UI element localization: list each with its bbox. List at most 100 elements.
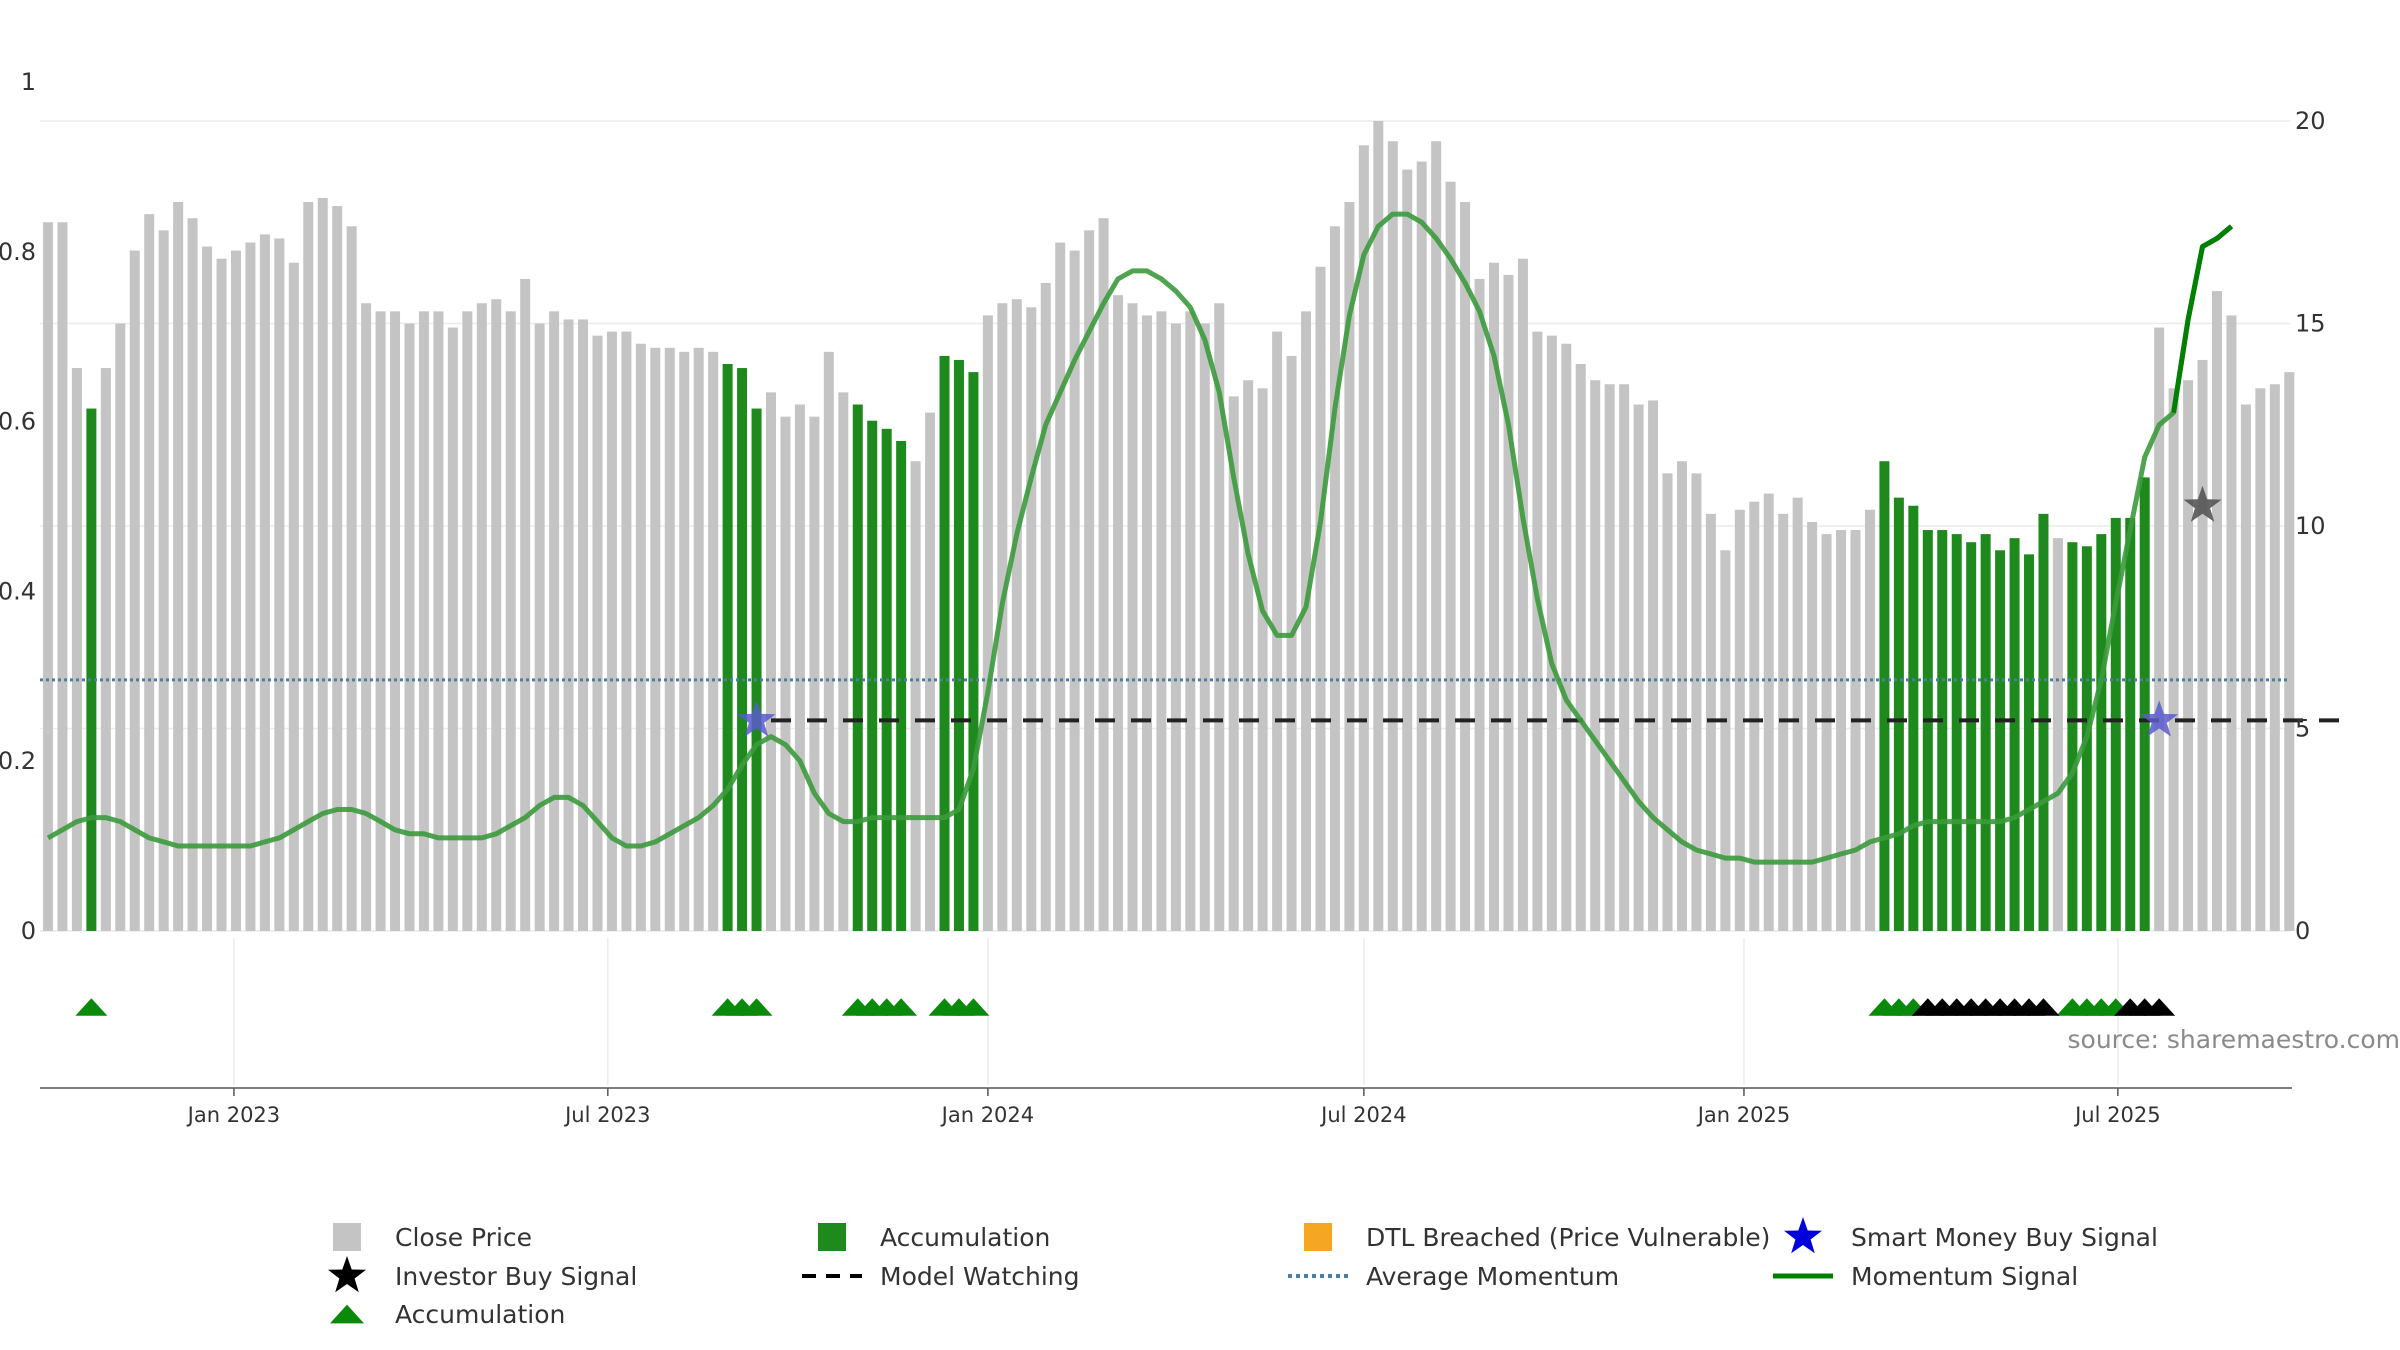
accumulation-bar bbox=[2024, 554, 2035, 931]
close-price-bar bbox=[1489, 262, 1499, 931]
close-price-bar bbox=[650, 347, 661, 931]
x-tick-label: Jan 2025 bbox=[1696, 1103, 1791, 1127]
momentum-signal-line bbox=[46, 211, 2234, 865]
legend-marker-accumulation bbox=[818, 1223, 846, 1251]
close-price-bar bbox=[1011, 299, 1022, 931]
close-price-bar bbox=[693, 347, 704, 931]
axes: 0 5 10 15 20 0 0.2 0.4 0.6 0.8 1 Jan 2023 Jul 2023 Ja… bbox=[0, 68, 2326, 1127]
accumulation-bar bbox=[1966, 542, 1977, 931]
close-price-bar bbox=[1431, 141, 1442, 931]
close-price-bar bbox=[1301, 311, 1312, 932]
accumulation-triangle bbox=[75, 998, 108, 1016]
close-price-bar bbox=[1763, 493, 1774, 931]
close-price-bar bbox=[158, 230, 169, 932]
close-price-bar bbox=[1344, 202, 1355, 931]
close-price-bar bbox=[1503, 274, 1514, 931]
close-price-bar bbox=[57, 222, 68, 931]
close-price-bar bbox=[1778, 513, 1789, 931]
close-price-bar bbox=[1113, 295, 1124, 931]
close-price-bar bbox=[809, 416, 820, 931]
accumulation-bar bbox=[737, 368, 748, 931]
close-price-bar bbox=[1358, 145, 1369, 932]
close-price-bar bbox=[1084, 230, 1095, 932]
accumulation-bar bbox=[896, 440, 907, 931]
accumulation-triangle bbox=[885, 998, 918, 1016]
close-price-bar bbox=[1619, 384, 1630, 931]
close-price-bar bbox=[520, 278, 531, 931]
close-price-bar bbox=[1185, 311, 1196, 932]
close-price-bar bbox=[664, 347, 675, 931]
close-price-bar bbox=[245, 242, 256, 931]
close-price-bar bbox=[390, 311, 401, 932]
close-price-bar bbox=[1561, 343, 1572, 931]
close-price-bar bbox=[447, 327, 458, 931]
x-tick-label: Jan 2024 bbox=[940, 1103, 1035, 1127]
close-price-bar bbox=[144, 214, 155, 931]
close-price-bar bbox=[592, 335, 603, 931]
close-price-bar bbox=[635, 343, 646, 931]
close-price-bar bbox=[925, 412, 936, 932]
close-price-bar bbox=[1460, 202, 1471, 931]
accumulation-bar bbox=[953, 359, 964, 931]
close-price-bar bbox=[1836, 530, 1847, 931]
legend-marker-dtl bbox=[1304, 1223, 1332, 1251]
close-price-bar bbox=[606, 331, 617, 932]
close-price-bar bbox=[433, 311, 444, 932]
close-price-bar bbox=[1214, 303, 1225, 931]
close-price-bar bbox=[1474, 278, 1485, 931]
accumulation-bar bbox=[2096, 534, 2107, 931]
right-tick-label: 15 bbox=[2295, 310, 2326, 338]
close-price-bar bbox=[708, 351, 719, 932]
close-price-bar bbox=[1633, 404, 1644, 931]
right-tick-label: 10 bbox=[2295, 512, 2326, 540]
legend-label: Close Price bbox=[395, 1223, 532, 1252]
legend-label: Investor Buy Signal bbox=[395, 1262, 637, 1291]
close-price-bar bbox=[838, 392, 849, 932]
x-tick-label: Jul 2024 bbox=[1319, 1103, 1406, 1127]
close-price-bar bbox=[129, 250, 140, 932]
accumulation-bar bbox=[1879, 461, 1890, 931]
close-price-bar bbox=[491, 299, 502, 931]
legend-label: Accumulation bbox=[395, 1300, 565, 1329]
close-price-bar bbox=[578, 319, 589, 931]
accumulation-triangle bbox=[740, 998, 773, 1016]
legend-label: Accumulation bbox=[880, 1223, 1050, 1252]
close-price-bar bbox=[1141, 315, 1152, 931]
close-price-bar bbox=[1315, 266, 1326, 931]
close-price-bar bbox=[476, 303, 487, 931]
close-price-bar bbox=[173, 202, 184, 931]
smart-money-buy-star bbox=[2140, 700, 2179, 737]
left-tick-label: 0.2 bbox=[0, 747, 36, 775]
close-price-bar bbox=[418, 311, 429, 932]
investor-triangle bbox=[2027, 998, 2060, 1016]
close-price-bar bbox=[534, 323, 545, 931]
bars bbox=[43, 121, 2295, 932]
close-price-bar bbox=[1575, 364, 1586, 931]
accumulation-bar bbox=[1922, 530, 1933, 931]
signal-markers bbox=[75, 485, 2222, 1016]
close-price-bar bbox=[2212, 291, 2222, 932]
accumulation-triangle bbox=[957, 998, 990, 1016]
close-price-bar bbox=[621, 331, 632, 932]
close-price-bar bbox=[1720, 550, 1731, 931]
close-price-bar bbox=[100, 368, 111, 931]
close-price-bar bbox=[549, 311, 560, 932]
close-price-bar bbox=[1676, 461, 1687, 931]
momentum-signal-line-recent bbox=[2171, 224, 2234, 413]
close-price-bar bbox=[1026, 307, 1037, 931]
close-price-bar bbox=[1156, 311, 1167, 932]
close-price-bar bbox=[375, 311, 386, 932]
left-tick-label: 0 bbox=[21, 917, 36, 945]
close-price-bar bbox=[982, 315, 993, 931]
close-price-bar bbox=[230, 250, 241, 932]
legend: Close Price Accumulation DTL Breached (Pri… bbox=[328, 1217, 2158, 1329]
close-price-bar bbox=[1445, 181, 1456, 931]
close-price-bar bbox=[332, 206, 343, 932]
legend-label: Momentum Signal bbox=[1851, 1262, 2078, 1291]
close-price-bar bbox=[1055, 242, 1066, 931]
close-price-bar bbox=[404, 323, 415, 931]
signal-lines bbox=[40, 211, 2348, 865]
close-price-bar bbox=[43, 222, 53, 931]
close-price-bar bbox=[1257, 388, 1268, 931]
